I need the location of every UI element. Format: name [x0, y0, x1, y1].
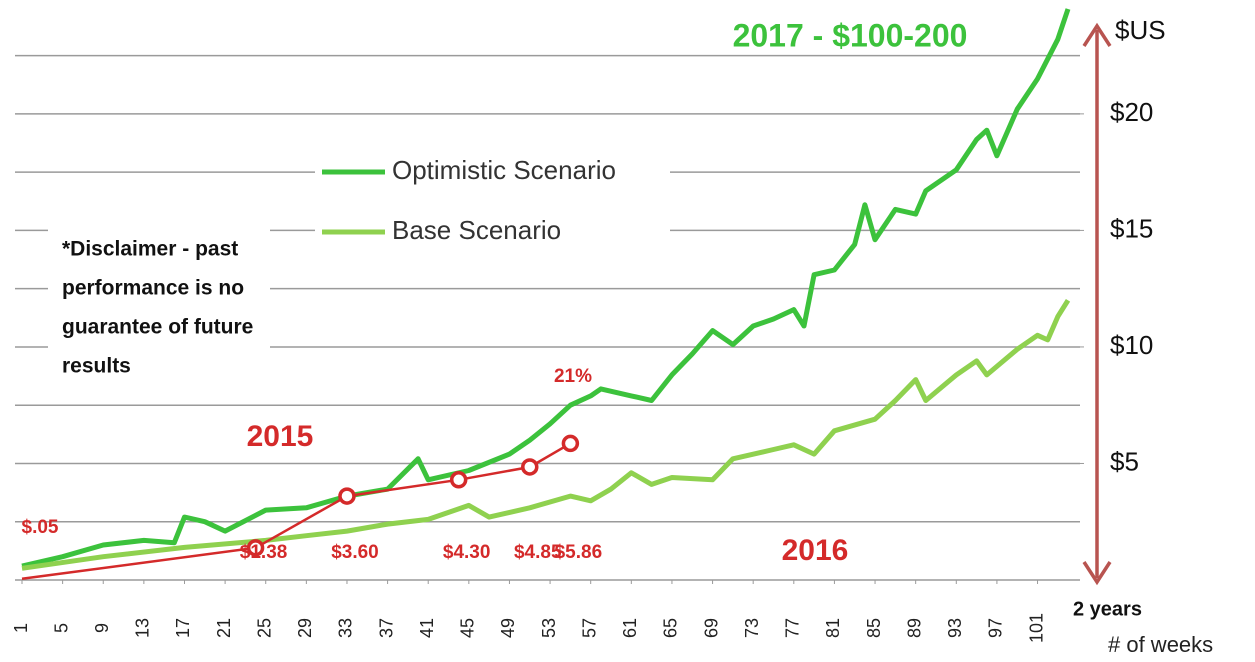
annotation: 2016 [782, 534, 849, 567]
x-tick-label: 97 [986, 618, 1006, 638]
disclaimer-bg [48, 222, 270, 384]
y-tick-label: $5 [1110, 446, 1139, 476]
x-tick-label: 5 [51, 623, 71, 633]
annotation: 2015 [247, 420, 314, 453]
x-tick-label: 33 [336, 618, 356, 638]
disclaimer-line: performance is no [62, 277, 244, 300]
disclaimer-line: *Disclaimer - past [62, 238, 238, 261]
x-tick-label: 57 [579, 618, 599, 638]
disclaimer-line: guarantee of future [62, 316, 253, 339]
x-tick-label: 13 [133, 618, 153, 638]
x-tick-label: 53 [539, 618, 559, 638]
x-tick-label: 37 [376, 618, 396, 638]
y-axis-label: $US [1115, 15, 1166, 45]
legend-label: Base Scenario [392, 215, 561, 245]
annotation: 21% [554, 366, 592, 387]
chart-title: 2017 - $100-200 [733, 17, 968, 53]
x-tick-label: 21 [214, 618, 234, 638]
value-label: $4.30 [443, 542, 491, 563]
disclaimer-line: results [62, 355, 131, 378]
actual-point [561, 434, 580, 453]
legend-label: Optimistic Scenario [392, 155, 616, 185]
value-label: $.05 [22, 517, 59, 538]
x-tick-label: 93 [945, 618, 965, 638]
x-end-label: 2 years [1073, 598, 1142, 620]
actual-point [521, 458, 539, 476]
actual-point [449, 471, 468, 489]
x-tick-label: 65 [661, 618, 681, 638]
y-tick-label: $10 [1110, 330, 1153, 360]
x-tick-label: 77 [783, 618, 803, 638]
marks [21, 8, 1071, 581]
x-tick-label: 69 [701, 618, 721, 638]
x-tick-label: 61 [620, 618, 640, 638]
x-tick-label: 25 [254, 618, 274, 638]
x-tick-label: 101 [1026, 613, 1046, 643]
value-label: $4.85 [514, 542, 562, 563]
x-tick-label: 17 [173, 618, 193, 638]
x-tick-label: 9 [92, 623, 112, 633]
value-label: $1.38 [240, 542, 288, 563]
x-tick-label: 29 [295, 618, 315, 638]
x-tick-label: 41 [417, 618, 437, 638]
x-tick-label: 81 [823, 618, 843, 638]
x-axis-label: # of weeks [1108, 632, 1213, 657]
series-line [21, 8, 1071, 569]
x-tick-label: 49 [498, 618, 518, 638]
series-line [21, 298, 1071, 571]
actual-point [338, 487, 356, 505]
x-tick-label: 45 [458, 618, 478, 638]
value-label: $3.60 [331, 542, 379, 563]
x-tick-label: 85 [864, 618, 884, 638]
arrow-head-top [1082, 22, 1112, 47]
value-label: $5.86 [555, 542, 603, 563]
x-tick-label: 73 [742, 618, 762, 638]
labels: $5 $10 $15 $20 $US 1 5 9 13 17 21 25 29 33 37 41 45 49 53 5… [11, 15, 1213, 657]
y-tick-label: $15 [1110, 213, 1153, 243]
y-tick-label: $20 [1110, 97, 1153, 127]
x-tick-label: 89 [904, 618, 924, 638]
x-tick-label: 1 [11, 623, 31, 633]
arrow-head-bottom [1082, 561, 1112, 586]
actual-point [246, 539, 265, 557]
